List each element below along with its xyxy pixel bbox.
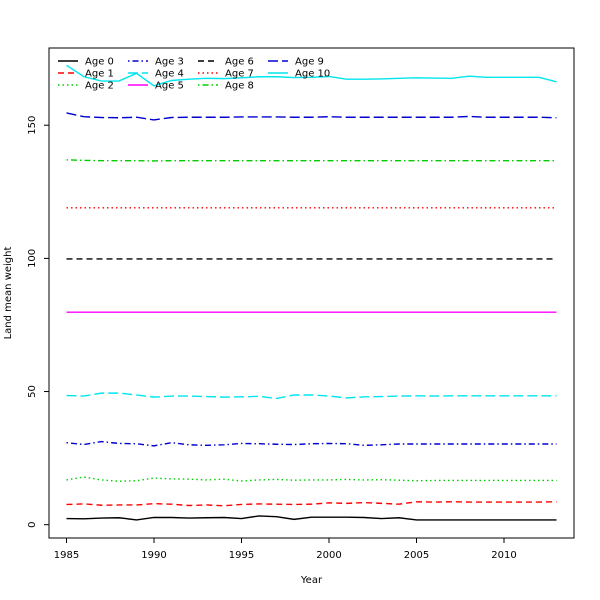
plot-frame bbox=[48, 47, 575, 539]
legend-label: Age 3 bbox=[155, 57, 184, 68]
y-tick-label: 150 bbox=[27, 116, 38, 135]
series-line-age-4 bbox=[66, 392, 557, 400]
series-line-age-1 bbox=[66, 501, 557, 507]
legend-label: Age 5 bbox=[155, 81, 184, 92]
x-axis-title: Year bbox=[300, 575, 323, 586]
series-line-age-3 bbox=[66, 440, 557, 447]
x-tick-label: 2005 bbox=[404, 550, 429, 561]
y-axis-title: Land mean weight bbox=[3, 247, 14, 340]
series-line-age-9 bbox=[66, 112, 557, 121]
legend-label: Age 9 bbox=[295, 57, 324, 68]
x-tick-label: 1990 bbox=[141, 550, 166, 561]
legend-label: Age 0 bbox=[85, 57, 114, 68]
legend-label: Age 1 bbox=[85, 69, 114, 80]
x-tick-label: 1995 bbox=[229, 550, 254, 561]
series-line-age-0 bbox=[66, 515, 557, 521]
x-tick-label: 2010 bbox=[491, 550, 516, 561]
x-axis: 1985 1990 1995 2000 2005 2010 bbox=[54, 538, 517, 561]
legend-label: Age 2 bbox=[85, 81, 114, 92]
y-tick-label: 100 bbox=[27, 249, 38, 268]
legend-label: Age 4 bbox=[155, 69, 184, 80]
x-tick-label: 2000 bbox=[316, 550, 341, 561]
series-line-age-2 bbox=[66, 476, 557, 482]
series-line-age-10 bbox=[66, 64, 557, 87]
legend-label: Age 7 bbox=[225, 69, 254, 80]
y-axis: 0 50 100 150 bbox=[27, 116, 49, 528]
legend-label: Age 8 bbox=[225, 81, 254, 92]
series-line-age-8 bbox=[66, 159, 557, 162]
y-tick-label: 0 bbox=[27, 521, 38, 527]
y-tick-label: 50 bbox=[27, 385, 38, 398]
legend-label: Age 10 bbox=[295, 69, 330, 80]
series-layer bbox=[66, 64, 557, 521]
legend-label: Age 6 bbox=[225, 57, 254, 68]
x-tick-label: 1985 bbox=[54, 550, 79, 561]
